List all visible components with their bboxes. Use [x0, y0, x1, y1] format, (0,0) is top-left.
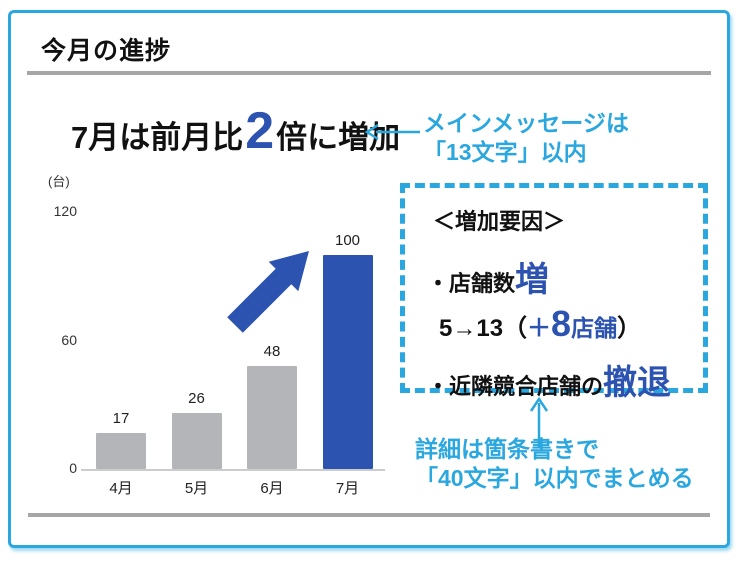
page-title: 今月の進捗: [41, 37, 172, 65]
detail-unit: 店舗: [571, 315, 618, 341]
bar-chart: (台) 0 60 120 17 4月 26 5月 48 6月 100 7月: [11, 13, 733, 551]
bar-value-label: 48: [263, 343, 281, 360]
factor-item-competitor-highlight: 撤退: [603, 364, 672, 402]
factor-store-count-detail: 5→13（＋8店舗）: [427, 303, 693, 345]
bar-value-label: 100: [334, 232, 361, 249]
detail-suffix: ）: [617, 315, 642, 342]
bar-4月: [96, 433, 146, 469]
detail-plus: ＋: [527, 315, 552, 342]
annotation-detail-rule-line2: 「40文字」以内でまとめる: [415, 464, 694, 491]
x-axis-label: 5月: [184, 480, 209, 497]
factors-box: ＜増加要因＞ ・店舗数増 5→13（＋8店舗） ・近隣競合店舗の撤退: [400, 183, 708, 402]
factor-item-competitor-text: 近隣競合店舗の: [449, 374, 604, 399]
annotation-main-message-line1: メインメッセージは: [423, 110, 629, 136]
bullet-icon: ・: [427, 374, 450, 399]
y-axis-unit-label: (台): [48, 174, 70, 189]
main-message-highlight: 2: [245, 102, 275, 160]
bar-value-label: 26: [188, 390, 205, 407]
bar-value-label: 17: [112, 410, 130, 427]
bar-6月: [247, 366, 297, 469]
detail-number: 8: [551, 303, 572, 344]
y-axis-tick: 60: [61, 331, 77, 348]
x-axis-label: 4月: [109, 480, 133, 497]
y-axis-tick: 120: [53, 203, 77, 220]
bar-5月: [171, 413, 222, 469]
bar-7月: [322, 255, 373, 469]
x-axis-line: [81, 469, 385, 471]
detail-prefix: 5→13（: [439, 315, 528, 342]
annotation-detail-rule-line1: 詳細は箇条書きで: [415, 436, 599, 462]
factor-item-stores-text: 店舗数: [449, 271, 516, 296]
slide: 今月の進捗 7月は前月比2倍に増加 メインメッセージは 「13文字」以内 (台)…: [8, 10, 730, 548]
left-arrow-icon: [364, 123, 420, 141]
main-message-prefix: 7月は前月比: [71, 120, 244, 155]
y-axis-tick: 0: [69, 460, 77, 476]
annotation-detail-rule: 詳細は箇条書きで 「40文字」以内でまとめる: [415, 435, 694, 493]
factor-item-stores-highlight: 増: [515, 261, 550, 299]
footer-divider: [28, 513, 710, 517]
x-axis-label: 6月: [260, 480, 284, 497]
main-message: 7月は前月比2倍に増加: [71, 101, 400, 161]
annotation-main-message-line2: 「13文字」以内: [423, 138, 587, 165]
title-divider: [27, 71, 711, 75]
factor-item-competitor: ・近隣競合店舗の撤退: [427, 355, 693, 404]
factor-item-stores: ・店舗数増: [427, 252, 693, 301]
factors-heading: ＜増加要因＞: [433, 209, 566, 234]
x-axis-label: 7月: [335, 480, 360, 497]
annotation-main-message: メインメッセージは 「13文字」以内: [423, 109, 629, 167]
bullet-icon: ・: [427, 271, 450, 296]
up-arrow-icon: [529, 397, 549, 447]
main-message-suffix: 倍に増加: [276, 120, 401, 155]
growth-arrow-icon: [227, 251, 309, 333]
